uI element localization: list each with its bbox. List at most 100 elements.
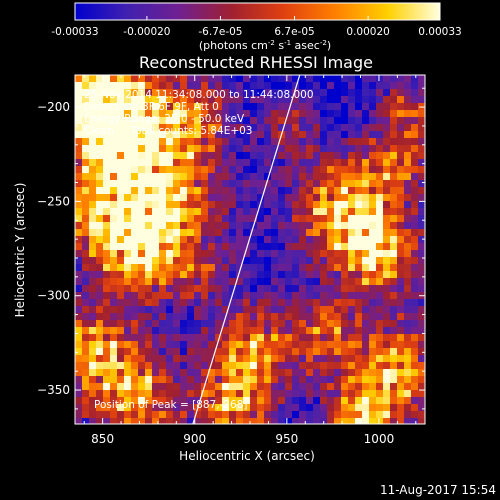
heat-cell (201, 278, 208, 285)
heat-cell (208, 348, 215, 355)
heat-cell (369, 75, 376, 82)
heat-cell (243, 362, 250, 369)
heat-cell (264, 292, 271, 299)
heat-cell (201, 306, 208, 313)
heat-cell (348, 82, 355, 89)
heat-cell (124, 117, 131, 124)
heat-cell (264, 278, 271, 285)
heat-cell (257, 103, 264, 110)
heat-cell (418, 173, 425, 180)
heat-cell (138, 320, 145, 327)
heat-cell (250, 236, 257, 243)
heat-cell (411, 355, 418, 362)
heat-cell (404, 285, 411, 292)
heat-cell (299, 376, 306, 383)
heat-cell (341, 201, 348, 208)
heat-cell (201, 397, 208, 404)
heat-cell (299, 75, 306, 82)
heat-cell (82, 327, 89, 334)
heat-cell (152, 208, 159, 215)
heat-cell (75, 271, 82, 278)
heat-cell (418, 383, 425, 390)
heat-cell (222, 187, 229, 194)
heat-cell (208, 138, 215, 145)
heat-cell (229, 89, 236, 96)
heat-cell (250, 362, 257, 369)
heat-cell (348, 110, 355, 117)
heat-cell (166, 152, 173, 159)
heat-cell (75, 222, 82, 229)
heat-cell (82, 201, 89, 208)
heat-cell (180, 159, 187, 166)
heat-cell (82, 124, 89, 131)
heat-cell (152, 166, 159, 173)
heat-cell (166, 306, 173, 313)
heat-cell (215, 117, 222, 124)
heat-cell (285, 334, 292, 341)
heat-cell (250, 166, 257, 173)
heat-cell (334, 334, 341, 341)
heat-cell (292, 215, 299, 222)
heat-cell (82, 404, 89, 411)
heat-cell (138, 362, 145, 369)
heat-cell (131, 299, 138, 306)
heat-cell (250, 292, 257, 299)
heat-cell (341, 250, 348, 257)
heat-cell (306, 313, 313, 320)
heat-cell (285, 194, 292, 201)
heat-cell (229, 75, 236, 82)
heat-cell (201, 138, 208, 145)
heat-cell (103, 348, 110, 355)
heat-cell (376, 334, 383, 341)
heat-cell (103, 229, 110, 236)
heat-cell (229, 257, 236, 264)
heat-cell (299, 145, 306, 152)
heat-cell (278, 173, 285, 180)
heat-cell (117, 334, 124, 341)
heat-cell (187, 320, 194, 327)
heat-cell (369, 257, 376, 264)
heat-cell (243, 138, 250, 145)
heat-cell (215, 145, 222, 152)
heat-cell (257, 257, 264, 264)
heat-cell (201, 390, 208, 397)
heat-cell (285, 243, 292, 250)
heat-cell (117, 229, 124, 236)
heat-cell (173, 110, 180, 117)
heat-cell (110, 201, 117, 208)
heat-cell (334, 362, 341, 369)
heat-cell (75, 180, 82, 187)
heat-cell (362, 278, 369, 285)
heat-cell (187, 313, 194, 320)
heat-cell (348, 166, 355, 173)
heat-cell (173, 117, 180, 124)
colorbar-tick-label: -0.00020 (123, 26, 170, 38)
heat-cell (236, 103, 243, 110)
heat-cell (369, 229, 376, 236)
heat-cell (243, 369, 250, 376)
heat-cell (397, 173, 404, 180)
heat-cell (355, 264, 362, 271)
heat-cell (306, 96, 313, 103)
heat-cell (278, 75, 285, 82)
heat-cell (334, 418, 341, 424)
heat-cell (404, 334, 411, 341)
heat-cell (110, 103, 117, 110)
heat-cell (96, 110, 103, 117)
heat-cell (327, 124, 334, 131)
heat-cell (131, 124, 138, 131)
heat-cell (362, 110, 369, 117)
heat-cell (131, 334, 138, 341)
heat-cell (75, 208, 82, 215)
heat-cell (208, 313, 215, 320)
heat-cell (397, 201, 404, 208)
heat-cell (103, 208, 110, 215)
heat-cell (355, 110, 362, 117)
heat-cell (89, 166, 96, 173)
heat-cell (383, 320, 390, 327)
heat-cell (404, 138, 411, 145)
heat-cell (208, 376, 215, 383)
heat-cell (264, 138, 271, 145)
heat-cell (355, 145, 362, 152)
x-axis: 850 900 950 1000 (83, 75, 417, 446)
